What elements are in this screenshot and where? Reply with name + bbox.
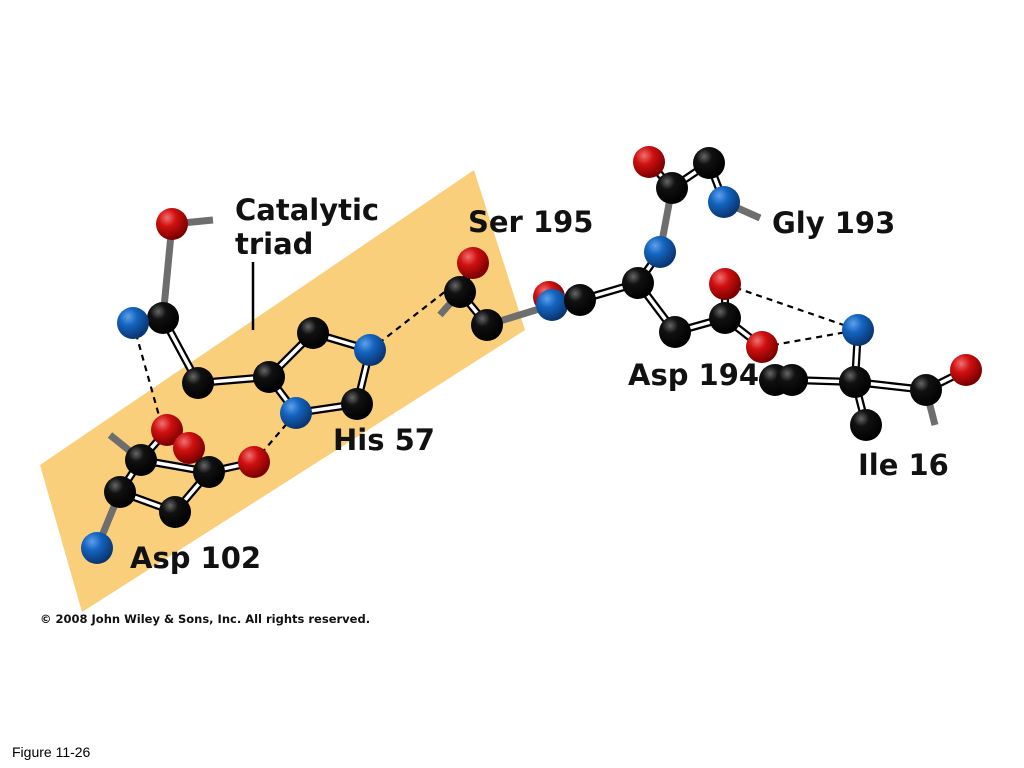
- nitrogen-atom: [842, 314, 874, 346]
- carbon-atom: [444, 276, 476, 308]
- oxygen-atom: [457, 247, 489, 279]
- nitrogen-atom: [280, 397, 312, 429]
- carbon-atom: [693, 147, 725, 179]
- residue-label: His 57: [333, 423, 435, 457]
- residue-label: Ile 16: [858, 448, 949, 482]
- carbon-atom: [659, 316, 691, 348]
- nitrogen-atom: [81, 532, 113, 564]
- carbon-atom: [341, 388, 373, 420]
- carbon-atom: [104, 476, 136, 508]
- carbon-atom: [182, 367, 214, 399]
- triad-label: triad: [235, 227, 313, 261]
- carbon-atom: [839, 366, 871, 398]
- carbon-atom: [147, 302, 179, 334]
- carbon-atom: [776, 364, 808, 396]
- nitrogen-atom: [708, 186, 740, 218]
- figure-number: Figure 11-26: [12, 744, 91, 760]
- oxygen-atom: [950, 354, 982, 386]
- h-bond: [131, 322, 165, 431]
- carbon-atom: [125, 444, 157, 476]
- carbon-atom: [656, 172, 688, 204]
- oxygen-atom: [633, 146, 665, 178]
- copyright: © 2008 John Wiley & Sons, Inc. All right…: [40, 612, 370, 626]
- h-bond: [761, 328, 859, 349]
- atoms: [81, 146, 982, 564]
- carbon-atom: [910, 374, 942, 406]
- h-bond: [724, 282, 859, 332]
- carbon-atom: [193, 456, 225, 488]
- hydrogen-bonds: [131, 279, 859, 463]
- carbon-atom: [471, 309, 503, 341]
- oxygen-atom: [746, 331, 778, 363]
- residue-label: Gly 193: [772, 206, 895, 240]
- nitrogen-atom: [536, 289, 568, 321]
- h-bond: [369, 279, 461, 351]
- carbon-atom: [253, 361, 285, 393]
- residue-label: Asp 102: [130, 541, 261, 575]
- nitrogen-atom: [354, 334, 386, 366]
- nitrogen-atom: [644, 236, 676, 268]
- residue-label: Ser 195: [468, 205, 594, 239]
- carbon-atom: [564, 284, 596, 316]
- oxygen-atom: [156, 208, 188, 240]
- carbon-atom: [297, 317, 329, 349]
- carbon-atom: [850, 409, 882, 441]
- carbon-atom: [622, 267, 654, 299]
- oxygen-atom: [709, 268, 741, 300]
- triad-label: Catalytic: [235, 193, 379, 227]
- carbon-atom: [709, 302, 741, 334]
- carbon-atom: [159, 496, 191, 528]
- oxygen-atom: [173, 432, 205, 464]
- residue-label: Asp 194: [628, 358, 759, 392]
- oxygen-atom: [238, 446, 270, 478]
- oxygen-atom: [151, 414, 183, 446]
- nitrogen-atom: [117, 307, 149, 339]
